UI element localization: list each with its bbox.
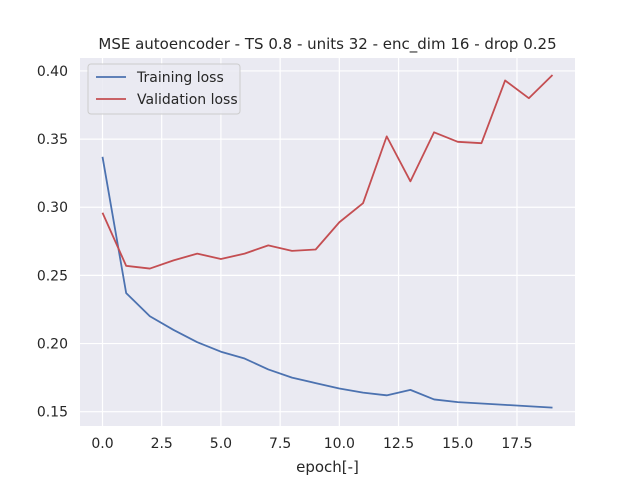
y-tick-label: 0.25 bbox=[37, 268, 68, 284]
plot-area bbox=[80, 58, 575, 426]
x-axis-label: epoch[-] bbox=[296, 458, 359, 476]
tick-labels: 0.0 2.5 5.0 7.5 10.0 12.5 15.0 17.5 0.15 0.20 0.25… bbox=[37, 64, 533, 452]
x-tick-label: 17.5 bbox=[501, 436, 532, 452]
x-tick-label: 15.0 bbox=[442, 436, 473, 452]
series-lines bbox=[101, 74, 554, 409]
y-tick-label: 0.35 bbox=[37, 132, 68, 148]
x-tick-label: 12.5 bbox=[383, 436, 414, 452]
y-tick-label: 0.30 bbox=[37, 200, 68, 216]
x-tick-label: 7.5 bbox=[269, 436, 291, 452]
x-tick-label: 5.0 bbox=[210, 436, 232, 452]
x-tick-label: 10.0 bbox=[324, 436, 355, 452]
chart-title: MSE autoencoder - TS 0.8 - units 32 - en… bbox=[98, 35, 556, 54]
legend-label-validation: Validation loss bbox=[137, 92, 238, 108]
x-tick-label: 2.5 bbox=[151, 436, 173, 452]
legend: Training loss Validation loss bbox=[87, 63, 241, 115]
x-tick-label: 0.0 bbox=[91, 436, 113, 452]
legend-label-training: Training loss bbox=[136, 70, 224, 86]
grid bbox=[80, 58, 575, 426]
series-line-validation-loss bbox=[101, 74, 554, 270]
y-tick-label: 0.40 bbox=[37, 64, 68, 80]
y-tick-label: 0.20 bbox=[37, 337, 68, 353]
y-tick-label: 0.15 bbox=[37, 405, 68, 421]
series-line-training-loss bbox=[101, 156, 553, 409]
